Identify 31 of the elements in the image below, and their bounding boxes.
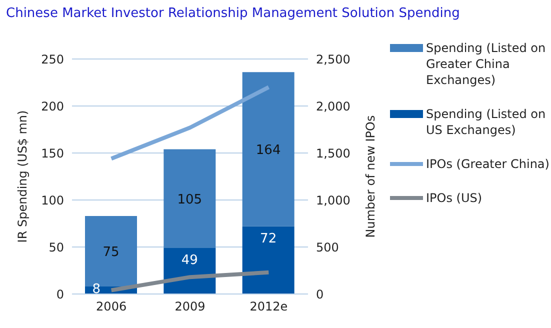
data-label: 164 bbox=[256, 143, 281, 158]
y-tick-label: 50 bbox=[48, 240, 64, 254]
legend-label: Spending (Listed on US Exchanges) bbox=[426, 106, 547, 138]
y-tick-label: 200 bbox=[41, 99, 64, 114]
x-tick-label: 2009 bbox=[174, 300, 206, 314]
x-tick-label: 2012e bbox=[250, 300, 288, 314]
data-label: 72 bbox=[260, 231, 277, 246]
bar bbox=[164, 149, 216, 248]
legend-label: Spending (Listed on Greater China Exchanges) bbox=[426, 40, 547, 88]
y-axis-title: IR Spending (US$ mn) bbox=[15, 110, 30, 243]
legend-label: IPOs (US) bbox=[426, 190, 482, 206]
y-tick-label: 100 bbox=[41, 193, 64, 208]
y-tick-label: 250 bbox=[41, 52, 64, 66]
y-tick-label: 0 bbox=[56, 287, 64, 302]
bar bbox=[242, 226, 294, 294]
y2-tick-label: 1,500 bbox=[316, 146, 350, 160]
y2-tick-label: 2,500 bbox=[316, 52, 350, 66]
y2-axis-title: Number of new IPOs bbox=[363, 115, 378, 238]
y-tick-label: 150 bbox=[41, 146, 64, 160]
chart-title: Chinese Market Investor Relationship Management Solution Spending bbox=[6, 6, 460, 21]
data-label: 8 bbox=[92, 282, 101, 297]
data-label: 75 bbox=[102, 245, 120, 260]
data-label: 49 bbox=[181, 252, 198, 268]
y2-tick-label: 2,000 bbox=[316, 99, 350, 114]
legend-label: IPOs (Greater China) bbox=[426, 156, 550, 172]
bar bbox=[242, 72, 294, 226]
y2-tick-label: 0 bbox=[316, 287, 324, 302]
data-label: 105 bbox=[177, 192, 202, 208]
x-tick-label: 2006 bbox=[96, 300, 127, 314]
y2-tick-label: 500 bbox=[316, 240, 339, 254]
y2-tick-label: 1,000 bbox=[316, 193, 350, 208]
